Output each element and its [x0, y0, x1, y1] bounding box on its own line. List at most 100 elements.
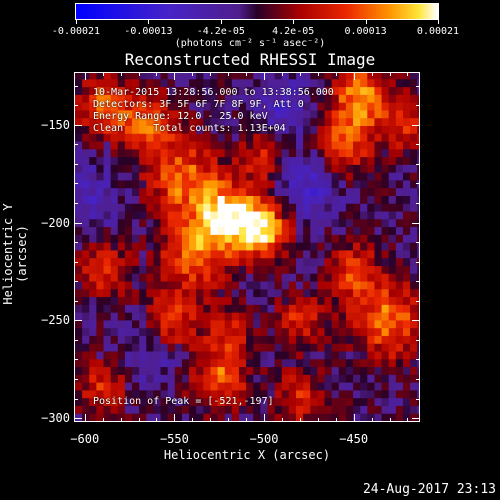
heatmap-cell	[238, 413, 247, 421]
heatmap-cell	[224, 179, 233, 189]
heatmap-cell	[82, 172, 90, 181]
x-minor-tick	[84, 418, 86, 422]
heatmap-cell	[146, 86, 154, 95]
heatmap-cell	[367, 343, 375, 352]
heatmap-cell	[331, 179, 340, 189]
heatmap-cell	[132, 312, 140, 321]
heatmap-cell	[189, 382, 197, 391]
heatmap-cell	[96, 397, 105, 406]
heatmap-cell	[381, 102, 390, 111]
heatmap-cell	[388, 405, 397, 414]
heatmap-cell	[210, 249, 219, 259]
heatmap-cell	[410, 234, 418, 243]
heatmap-cell	[303, 335, 311, 344]
heatmap-cell	[303, 195, 311, 204]
heatmap-cell	[153, 281, 162, 290]
y-tick	[74, 418, 82, 420]
heatmap-cell	[324, 164, 333, 173]
heatmap-cell	[360, 358, 368, 368]
heatmap-cell	[246, 304, 254, 313]
heatmap-cell	[288, 389, 297, 399]
info-energy-range: Energy Range: 12.0 - 25.0 keV	[93, 111, 268, 122]
heatmap-cell	[310, 312, 318, 321]
heatmap-cell	[274, 125, 283, 134]
heatmap-cell	[338, 265, 347, 274]
heatmap-cell	[410, 366, 418, 375]
heatmap-cell	[338, 249, 347, 259]
heatmap-cell	[253, 78, 261, 88]
heatmap-cell	[417, 405, 419, 414]
heatmap-cell	[117, 366, 126, 375]
y-minor-tick	[74, 359, 78, 361]
heatmap-cell	[117, 343, 126, 352]
heatmap-cell	[96, 335, 105, 344]
heatmap-cell	[181, 218, 190, 228]
heatmap-cell	[160, 73, 169, 80]
heatmap-cell	[381, 358, 390, 368]
heatmap-cell	[117, 304, 126, 313]
heatmap-cell	[410, 351, 418, 360]
heatmap-cell	[96, 343, 105, 352]
heatmap-cell	[153, 86, 162, 95]
heatmap-cell	[231, 117, 240, 126]
heatmap-cell	[388, 73, 397, 80]
heatmap-cell	[160, 343, 169, 352]
heatmap-cell	[203, 351, 211, 360]
heatmap-cell	[189, 343, 197, 352]
heatmap-cell	[153, 94, 162, 103]
heatmap-cell	[167, 234, 176, 243]
heatmap-cell	[388, 86, 397, 95]
heatmap-cell	[82, 366, 90, 375]
heatmap-cell	[260, 125, 268, 134]
heatmap-cell	[181, 187, 190, 196]
heatmap-cell	[153, 148, 162, 158]
heatmap-cell	[303, 125, 311, 134]
heatmap-cell	[331, 405, 340, 414]
heatmap-cell	[367, 273, 375, 282]
heatmap-cell	[303, 343, 311, 352]
heatmap-cell	[110, 296, 119, 305]
heatmap-cell	[132, 133, 140, 142]
heatmap-cell	[338, 389, 347, 399]
heatmap-cell	[331, 273, 340, 282]
heatmap-cell	[246, 358, 254, 368]
heatmap-cell	[324, 397, 333, 406]
heatmap-cell	[174, 319, 183, 329]
heatmap-cell	[274, 133, 283, 142]
heatmap-cell	[82, 288, 90, 298]
heatmap-cell	[153, 73, 162, 80]
heatmap-cell	[331, 343, 340, 352]
heatmap-cell	[367, 102, 375, 111]
heatmap-cell	[174, 211, 183, 220]
heatmap-cell	[146, 319, 154, 329]
heatmap-cell	[117, 234, 126, 243]
heatmap-cell	[338, 397, 347, 406]
heatmap-cell	[181, 351, 190, 360]
heatmap-cell	[160, 358, 169, 368]
heatmap-cell	[196, 413, 204, 421]
y-minor-tick	[74, 242, 78, 244]
heatmap-cell	[417, 273, 419, 282]
heatmap-cell	[153, 187, 162, 196]
heatmap-cell	[381, 397, 390, 406]
heatmap-cell	[410, 203, 418, 212]
heatmap-cell	[345, 249, 354, 259]
heatmap-cell	[124, 125, 133, 134]
heatmap-cell	[260, 343, 268, 352]
heatmap-cell	[96, 195, 105, 204]
heatmap-cell	[96, 351, 105, 360]
heatmap-cell	[402, 94, 411, 103]
heatmap-cell	[388, 288, 397, 298]
heatmap-cell	[246, 327, 254, 336]
heatmap-cell	[353, 102, 361, 111]
heatmap-cell	[331, 242, 340, 251]
heatmap-cell	[246, 281, 254, 290]
heatmap-cell	[124, 242, 133, 251]
heatmap-cell	[310, 148, 318, 158]
heatmap-cell	[75, 226, 83, 235]
heatmap-cell	[160, 117, 169, 126]
heatmap-cell	[410, 312, 418, 321]
heatmap-cell	[260, 94, 268, 103]
heatmap-cell	[381, 382, 390, 391]
heatmap-cell	[132, 273, 140, 282]
